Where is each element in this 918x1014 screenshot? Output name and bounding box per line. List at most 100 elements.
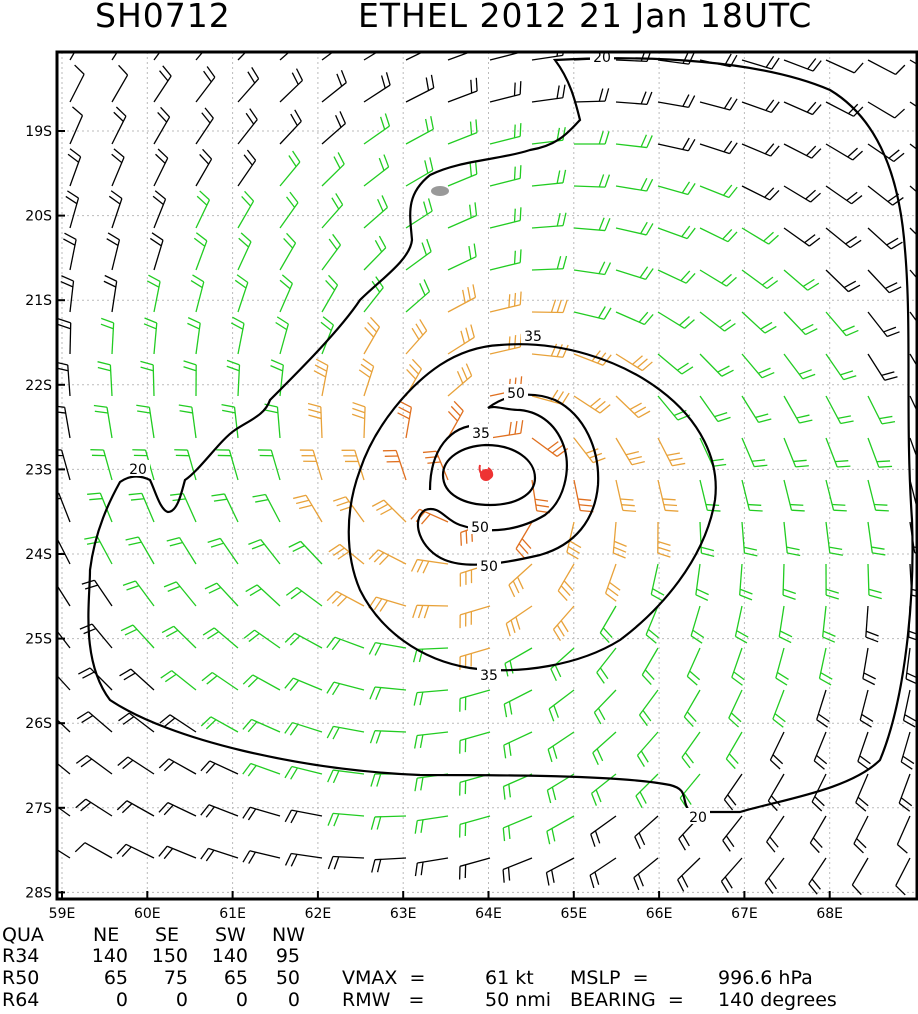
- col-header-ne: NE: [93, 924, 120, 946]
- wind-barb: [741, 227, 779, 245]
- wind-barb: [363, 235, 387, 271]
- wind-barb: [202, 627, 239, 649]
- wind-barb: [489, 207, 522, 229]
- wind-barb: [508, 563, 533, 598]
- wind-barb: [573, 261, 612, 276]
- rmw-label: RMW =: [342, 989, 425, 1011]
- wind-barb: [657, 437, 686, 467]
- wind-barb: [900, 731, 915, 770]
- contour-35kt-inner: [441, 443, 537, 507]
- wind-barb: [720, 857, 743, 893]
- wind-barb: [447, 363, 473, 397]
- wind-barb: [264, 403, 281, 439]
- wind-barb: [767, 773, 785, 812]
- wind-barb: [358, 358, 375, 397]
- wind-barb: [57, 318, 72, 355]
- wind-barb: [775, 647, 789, 686]
- contour-label-bg: [126, 460, 150, 476]
- mslp-label: MSLP =: [570, 967, 649, 989]
- wind-barb: [867, 521, 886, 556]
- wind-barb: [234, 274, 249, 313]
- wind-barb: [853, 815, 869, 854]
- wind-barb: [190, 274, 205, 313]
- wind-barb: [160, 670, 197, 691]
- wind-barb: [531, 169, 567, 187]
- wind-barb: [615, 395, 651, 419]
- wind-barb: [909, 227, 917, 236]
- wind-barb: [288, 540, 323, 565]
- contour-label-bg: [521, 327, 545, 343]
- wind-barb: [896, 815, 911, 854]
- wind-barb: [808, 857, 827, 895]
- wind-barb: [284, 677, 323, 691]
- wind-barb: [657, 225, 696, 240]
- wind-barb: [599, 605, 617, 644]
- wind-barb: [363, 52, 379, 61]
- wind-barb: [545, 857, 575, 886]
- wind-barb: [825, 521, 843, 556]
- wind-barb: [414, 857, 449, 877]
- wind-barb: [153, 148, 169, 187]
- wind-barb: [531, 84, 566, 103]
- wind-barb: [590, 773, 617, 806]
- wind-barb: [589, 857, 617, 889]
- wind-barb: [279, 232, 297, 271]
- wind-barb: [200, 760, 239, 775]
- wind-barb: [783, 269, 820, 291]
- wind-barb: [321, 52, 334, 61]
- wind-barb: [741, 185, 780, 201]
- lon-label: 63E: [390, 906, 417, 922]
- wind-barb: [414, 815, 449, 834]
- latitude-labels: 19S 20S 21S 22S 23S 24S 25S 26S 27S 28S: [25, 124, 52, 901]
- wind-barb: [146, 274, 161, 313]
- wind-barb: [548, 689, 575, 722]
- wind-barb: [573, 88, 610, 103]
- storm-name-date-title: ETHEL 2012 21 Jan 18UTC: [358, 0, 813, 35]
- wind-barb: [116, 800, 155, 817]
- wind-barb: [741, 99, 780, 114]
- wind-barb: [657, 269, 696, 284]
- wind-barb: [741, 479, 763, 512]
- wind-barb: [783, 479, 805, 512]
- wind-barb: [590, 815, 617, 847]
- wind-barb: [237, 190, 255, 229]
- wind-barb: [783, 395, 813, 424]
- r64-nw: 0: [287, 989, 300, 1011]
- wind-barb: [57, 629, 71, 649]
- lat-label: 24S: [25, 547, 52, 563]
- wind-barb: [153, 52, 161, 61]
- wind-barb: [909, 143, 917, 151]
- wind-barb: [237, 232, 252, 271]
- wind-barb: [502, 857, 533, 883]
- wind-barb: [699, 96, 738, 111]
- wind-barb: [195, 107, 214, 145]
- wind-barb: [593, 689, 617, 725]
- wind-barb: [447, 243, 477, 271]
- wind-barb: [410, 558, 449, 574]
- wind-barb: [557, 563, 575, 602]
- wind-barb: [193, 232, 208, 271]
- wind-barb: [818, 647, 833, 686]
- wind-barb: [769, 731, 785, 770]
- wind-barb: [531, 343, 569, 358]
- wind-barb: [447, 52, 472, 61]
- wind-barb: [825, 185, 863, 205]
- lon-label: 68E: [816, 906, 843, 922]
- wind-barb: [825, 353, 857, 381]
- wind-barb: [211, 493, 239, 523]
- r64-ne: 0: [115, 989, 128, 1011]
- wind-barb: [326, 590, 365, 607]
- wind-barb: [226, 359, 241, 397]
- wind-barb: [413, 731, 449, 749]
- wind-barb: [699, 184, 738, 199]
- map-frame: [55, 50, 918, 901]
- wind-barb: [166, 536, 197, 565]
- wind-barb: [119, 668, 155, 691]
- wind-barb: [547, 731, 575, 763]
- vmax-label: VMAX =: [342, 967, 426, 989]
- wind-barb: [405, 319, 428, 355]
- contour-label: 50: [507, 386, 525, 402]
- wind-barb: [867, 437, 893, 468]
- wind-barb: [125, 536, 155, 565]
- wind-radii-footer: QUA NE SE SW NW R34 140 150 140 95 R50 6…: [0, 925, 918, 1014]
